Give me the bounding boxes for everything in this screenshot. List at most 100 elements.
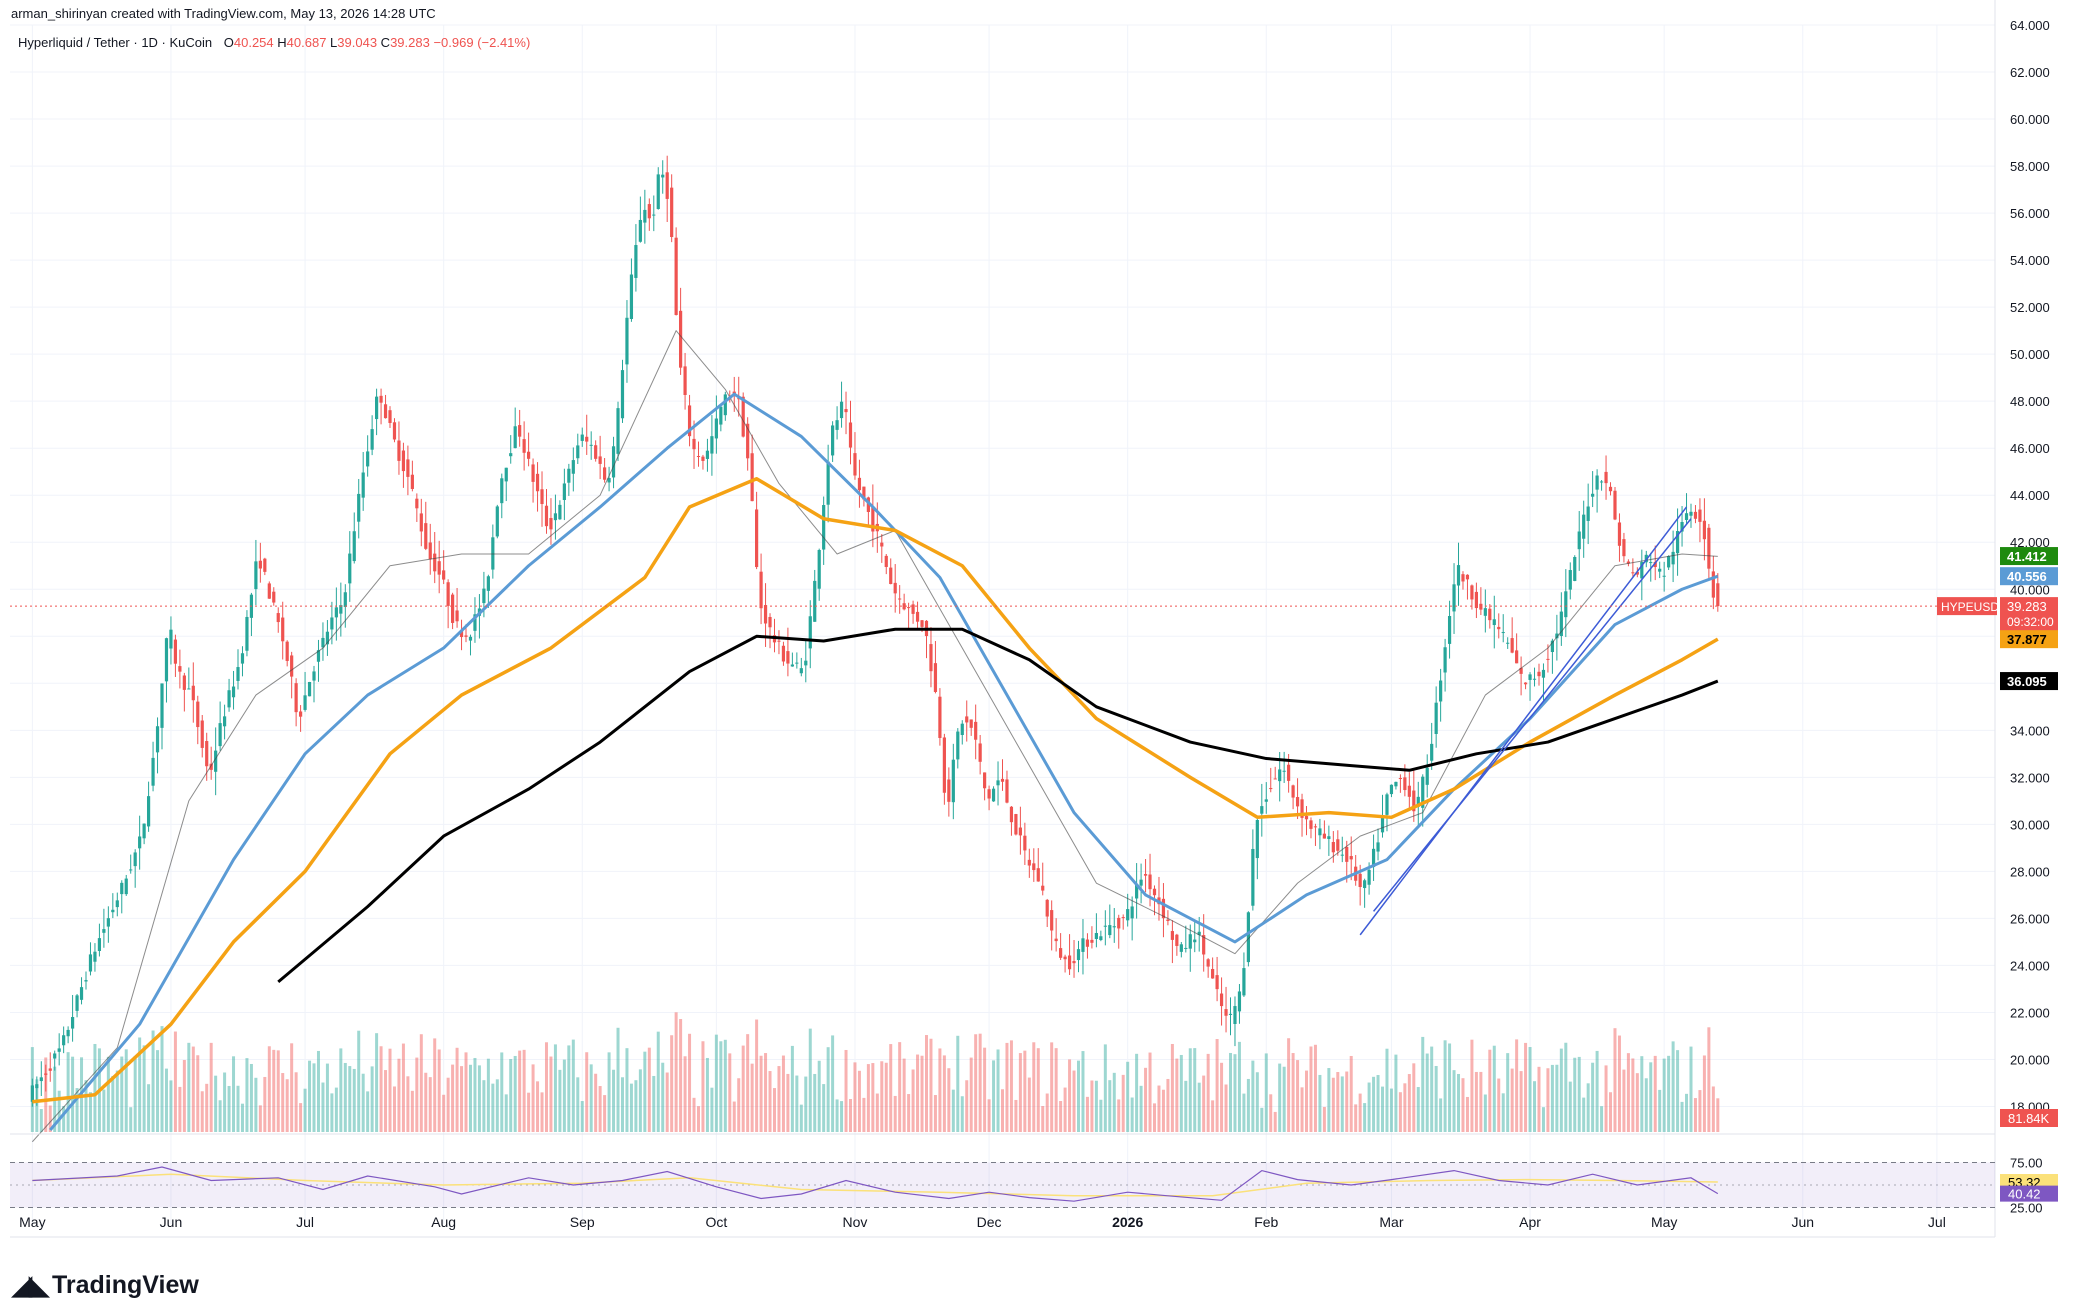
candle bbox=[1215, 956, 1219, 1002]
volume-bar bbox=[473, 1057, 477, 1132]
candle bbox=[1099, 930, 1103, 942]
volume-bar bbox=[428, 1077, 432, 1132]
candle bbox=[723, 391, 727, 421]
volume-bar bbox=[1622, 1069, 1626, 1132]
candle bbox=[1349, 836, 1353, 881]
volume-bar bbox=[1224, 1084, 1228, 1132]
candle-body bbox=[822, 505, 826, 550]
volume-bar bbox=[746, 1034, 750, 1132]
volume-bar bbox=[1515, 1039, 1519, 1132]
candle-body bbox=[710, 436, 714, 454]
candle-body bbox=[625, 317, 629, 365]
volume-bar bbox=[1425, 1053, 1429, 1132]
candle-body bbox=[348, 553, 352, 584]
candle-body bbox=[410, 474, 414, 489]
candle bbox=[321, 622, 325, 661]
volume-bar bbox=[1126, 1061, 1130, 1132]
volume-bar bbox=[352, 1068, 356, 1132]
volume-bar bbox=[817, 1060, 821, 1132]
candle-body bbox=[661, 174, 665, 178]
candle bbox=[902, 593, 906, 611]
candle-body bbox=[768, 616, 772, 628]
candle bbox=[1711, 555, 1715, 610]
volume-bar bbox=[1081, 1051, 1085, 1132]
volume-bar bbox=[1707, 1027, 1711, 1132]
candle-body bbox=[30, 1085, 34, 1102]
candle bbox=[1492, 595, 1496, 649]
volume-bar bbox=[1568, 1081, 1572, 1132]
candle bbox=[513, 407, 517, 449]
candle-body bbox=[1519, 667, 1523, 674]
candle bbox=[598, 435, 602, 480]
price-tick-label: 20.000 bbox=[2010, 1052, 2050, 1067]
candle-body bbox=[321, 637, 325, 648]
volume-bar bbox=[1327, 1068, 1331, 1132]
candle-body bbox=[1564, 591, 1568, 618]
candle-body bbox=[1340, 854, 1344, 856]
candle bbox=[974, 704, 978, 760]
volume-bar bbox=[544, 1042, 548, 1132]
volume-bar bbox=[893, 1095, 897, 1132]
candle bbox=[705, 438, 710, 472]
candle bbox=[1000, 759, 1005, 791]
candle bbox=[607, 466, 611, 492]
volume-bar bbox=[495, 1079, 499, 1132]
candle-body bbox=[227, 690, 231, 708]
candle bbox=[665, 155, 669, 222]
rsi-tick-label: 25.00 bbox=[2010, 1201, 2043, 1216]
candle-body bbox=[500, 478, 504, 504]
candle-body bbox=[1278, 769, 1282, 782]
candle-body bbox=[334, 607, 338, 618]
candle-body bbox=[1242, 968, 1246, 996]
candle-body bbox=[1515, 650, 1519, 664]
candle-body bbox=[298, 711, 303, 717]
symbol-tag-text: HYPEUSDT bbox=[1941, 600, 2007, 614]
candle-body bbox=[1622, 539, 1626, 557]
candle bbox=[442, 550, 446, 585]
candle-body bbox=[558, 504, 562, 520]
symbol-legend[interactable]: Hyperliquid / Tether · 1D · KuCoin O40.2… bbox=[18, 35, 530, 50]
volume-bar bbox=[1528, 1047, 1532, 1132]
candle bbox=[1577, 511, 1581, 571]
volume-bar bbox=[1269, 1094, 1273, 1132]
volume-bar bbox=[562, 1059, 566, 1132]
candle-body bbox=[1188, 934, 1192, 949]
candle-body bbox=[549, 517, 553, 530]
candle-body bbox=[1152, 888, 1157, 896]
candle-body bbox=[39, 1077, 43, 1082]
volume-bar bbox=[1099, 1099, 1103, 1132]
candle bbox=[406, 445, 410, 496]
volume-bar bbox=[263, 1076, 267, 1132]
volume-bar bbox=[996, 1049, 1000, 1132]
candle-body bbox=[1586, 506, 1590, 521]
candle-body bbox=[1197, 931, 1201, 935]
candle bbox=[620, 359, 625, 423]
candle-body bbox=[518, 425, 522, 437]
candle bbox=[1447, 600, 1452, 659]
volume-bar bbox=[1662, 1058, 1666, 1132]
volume-bar bbox=[795, 1075, 799, 1132]
tradingview-watermark[interactable]: ◢◣ TradingView bbox=[12, 1270, 199, 1301]
candle-body bbox=[956, 731, 960, 760]
candle-body bbox=[652, 214, 656, 216]
candle bbox=[795, 652, 799, 669]
volume-bar bbox=[1255, 1072, 1259, 1132]
candle-body bbox=[831, 425, 835, 456]
volume-bar bbox=[960, 1096, 964, 1132]
candle bbox=[1170, 920, 1174, 964]
candle bbox=[1179, 941, 1183, 958]
candle bbox=[1582, 500, 1586, 558]
volume-bar bbox=[755, 1019, 759, 1132]
candle-body bbox=[1018, 827, 1022, 836]
volume-bar bbox=[142, 1045, 146, 1132]
volume-bar bbox=[232, 1056, 236, 1132]
countdown-text: 09:32:00 bbox=[2007, 615, 2054, 629]
volume-bar bbox=[634, 1080, 638, 1132]
volume-bar bbox=[522, 1049, 526, 1132]
candle bbox=[692, 420, 696, 469]
candle bbox=[1667, 555, 1671, 571]
volume-bar bbox=[1479, 1071, 1483, 1132]
volume-bar bbox=[93, 1043, 97, 1132]
ohlc-low: L39.043 bbox=[330, 35, 378, 50]
